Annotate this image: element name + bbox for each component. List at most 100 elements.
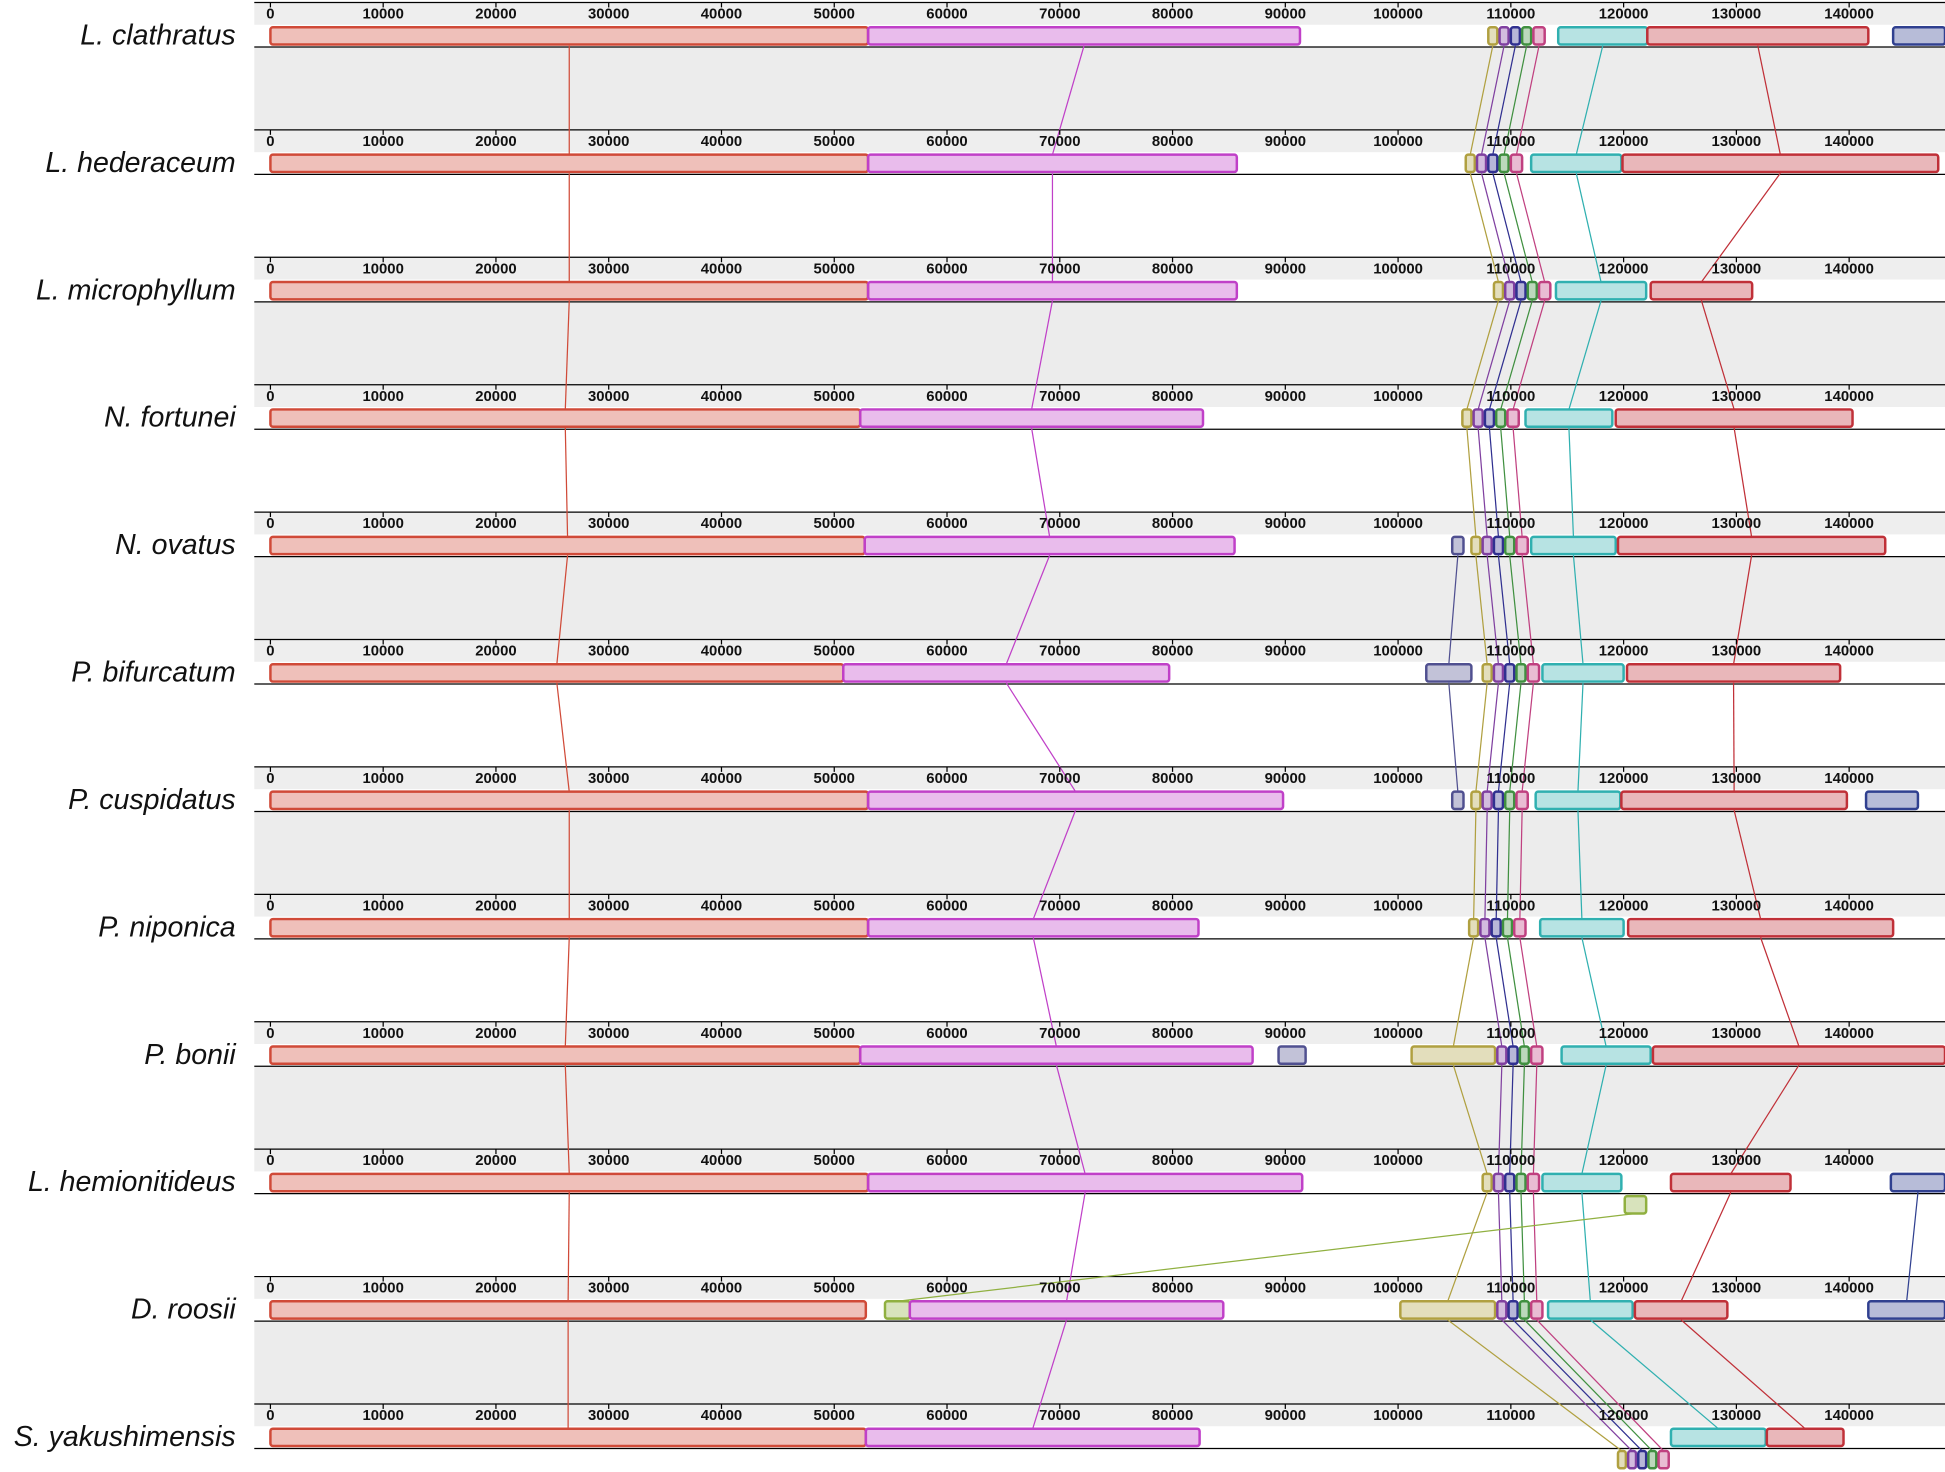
tick-label: 130000 <box>1712 1281 1762 1297</box>
lcb-connector <box>1680 1192 1732 1302</box>
tick-label: 30000 <box>588 1408 629 1424</box>
tick-label: 140000 <box>1824 1408 1874 1424</box>
lcb-block <box>1481 1172 1493 1193</box>
lcb-block <box>1529 153 1623 174</box>
lcb-connector <box>1509 1192 1514 1302</box>
tick-label: 60000 <box>926 389 967 405</box>
tick-label: 30000 <box>588 1153 629 1169</box>
tick-label: 90000 <box>1265 1408 1306 1424</box>
tick-label: 70000 <box>1039 1281 1080 1297</box>
tick-label: 80000 <box>1152 1026 1193 1042</box>
lcb-connector <box>1515 173 1546 283</box>
tick-label: 100000 <box>1373 261 1423 277</box>
lcb-block <box>1472 408 1484 428</box>
tick-label: 60000 <box>926 771 967 787</box>
tick-label: 90000 <box>1265 644 1306 660</box>
tick-label: 20000 <box>475 1153 516 1169</box>
lcb-block <box>1537 280 1552 301</box>
lcb-connector <box>1051 45 1085 155</box>
lcb-connector <box>564 937 570 1047</box>
lcb-block <box>1765 1427 1845 1448</box>
lcb-connector <box>1452 937 1475 1047</box>
lcb-connector <box>1497 1192 1503 1302</box>
genome-name: D. roosii <box>131 1294 236 1326</box>
lcb-block <box>1529 535 1617 556</box>
tick-label: 20000 <box>475 644 516 660</box>
tick-label: 90000 <box>1265 1281 1306 1297</box>
lcb-connector <box>1475 682 1488 792</box>
genome-name: P. cuspidatus <box>68 784 236 816</box>
tick-label: 60000 <box>926 644 967 660</box>
lcb-block <box>1518 1300 1531 1320</box>
tick-label: 120000 <box>1599 644 1649 660</box>
tick-label: 110000 <box>1486 7 1535 23</box>
tick-label: 60000 <box>926 1026 967 1042</box>
tick-label: 90000 <box>1265 261 1306 277</box>
tick-label: 40000 <box>701 134 742 150</box>
tick-label: 140000 <box>1824 7 1874 23</box>
tick-label: 70000 <box>1039 898 1080 914</box>
lcb-connector <box>1523 1319 1653 1452</box>
tick-label: 110000 <box>1486 898 1535 914</box>
lcb-connector <box>1757 45 1781 155</box>
tick-label: 30000 <box>588 134 629 150</box>
tick-label: 70000 <box>1039 644 1080 660</box>
tick-label: 100000 <box>1373 389 1423 405</box>
lcb-connector <box>564 427 569 537</box>
lcb-block <box>1450 790 1465 811</box>
tick-label: 90000 <box>1265 389 1306 405</box>
lcb-connector <box>1501 1319 1633 1452</box>
lcb-block <box>1560 1045 1652 1066</box>
genome-name: N. ovatus <box>115 529 235 561</box>
tick-label: 120000 <box>1599 389 1649 405</box>
lcb-block <box>269 1427 868 1448</box>
tick-label: 110000 <box>1486 1153 1535 1169</box>
lcb-connector <box>1475 555 1488 665</box>
lcb-block <box>1496 1300 1508 1320</box>
tick-label: 50000 <box>814 771 855 787</box>
tick-label: 110000 <box>1486 1026 1535 1042</box>
tick-label: 140000 <box>1824 644 1874 660</box>
lcb-block <box>1515 663 1527 683</box>
tick-label: 40000 <box>701 1281 742 1297</box>
lcb-connector <box>564 1065 570 1174</box>
lcb-connector <box>1515 45 1540 155</box>
lcb-block <box>1621 153 1940 174</box>
tick-label: 50000 <box>814 1026 855 1042</box>
lcb-block <box>1492 790 1505 811</box>
tick-label: 90000 <box>1265 898 1306 914</box>
tick-label: 140000 <box>1824 261 1874 277</box>
tick-label: 10000 <box>362 1153 403 1169</box>
lcb-connector <box>1568 427 1575 537</box>
lcb-connector <box>1484 937 1503 1047</box>
lcb-block <box>269 25 870 46</box>
tick-label: 30000 <box>588 771 629 787</box>
lcb-connector <box>1466 427 1477 537</box>
lcb-block <box>1503 790 1516 811</box>
lcb-block <box>1425 663 1473 683</box>
lcb-block <box>1509 25 1522 46</box>
lcb-block <box>1483 408 1496 428</box>
lcb-block <box>1867 1300 1945 1320</box>
ruler-background <box>254 766 1945 790</box>
lcb-connector <box>1503 173 1533 283</box>
lcb-block <box>1529 1045 1544 1066</box>
lcb-block <box>1614 408 1854 428</box>
lcb-connector <box>1486 682 1500 792</box>
lcb-block <box>1534 790 1622 811</box>
tick-label: 20000 <box>475 134 516 150</box>
lcb-block <box>1277 1045 1307 1066</box>
lcb-connector <box>1488 427 1500 537</box>
lcb-connector <box>1497 555 1511 665</box>
lcb-connector <box>1452 1064 1488 1175</box>
lcb-connector <box>1521 682 1535 792</box>
lcb-block <box>1501 917 1514 938</box>
gap-background <box>254 1321 1945 1404</box>
tick-label: 100000 <box>1373 7 1423 23</box>
lcb-block <box>269 1172 870 1193</box>
ruler-background <box>254 1021 1945 1045</box>
genome-name: L. hederaceum <box>45 147 235 179</box>
tick-label: 50000 <box>814 516 855 532</box>
lcb-connector <box>1497 682 1511 792</box>
ruler-background <box>254 1403 1945 1427</box>
